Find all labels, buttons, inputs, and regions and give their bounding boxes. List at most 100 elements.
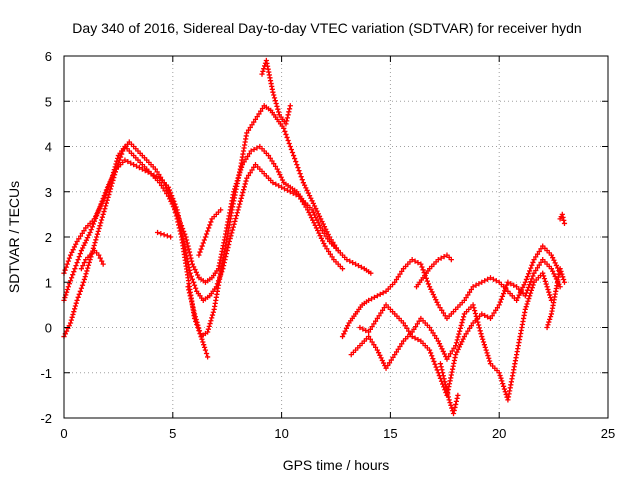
data-point (244, 130, 250, 136)
data-point (369, 323, 375, 330)
data-point (400, 320, 407, 326)
data-point (339, 333, 346, 340)
data-point (72, 303, 79, 309)
data-point (366, 333, 372, 340)
data-point (426, 347, 433, 353)
x-tick-label: 15 (383, 426, 397, 441)
data-point (265, 152, 272, 159)
data-point (500, 383, 507, 389)
data-point (101, 208, 107, 215)
data-point (453, 340, 460, 346)
data-point (270, 89, 276, 95)
data-point (201, 344, 208, 351)
data-point (196, 325, 202, 331)
data-point (286, 109, 292, 115)
data-point (199, 336, 205, 342)
data-point (287, 143, 293, 150)
data-point (489, 313, 495, 319)
data-point (530, 273, 536, 279)
y-tick-label: 1 (45, 275, 52, 290)
data-point (170, 201, 177, 207)
data-point (73, 241, 79, 247)
data-point (99, 214, 105, 220)
data-point (460, 314, 467, 320)
data-point (530, 259, 536, 266)
data-point (419, 264, 425, 270)
data-point (496, 302, 502, 308)
data-point (239, 192, 245, 199)
data-point (371, 342, 377, 348)
data-point (218, 207, 224, 213)
data-point (131, 162, 137, 168)
data-point (536, 262, 542, 268)
data-point (258, 108, 264, 114)
data-point (347, 258, 353, 264)
data-point (528, 287, 535, 293)
data-point (467, 325, 473, 332)
data-point (185, 243, 191, 249)
data-point (290, 152, 297, 159)
data-point (439, 307, 445, 313)
series-track-l (413, 252, 454, 290)
data-point (561, 217, 567, 224)
data-point (185, 284, 191, 290)
data-point (402, 323, 408, 329)
data-point (524, 273, 531, 280)
data-point (114, 163, 120, 169)
data-point (273, 181, 279, 187)
data-point (261, 66, 267, 72)
data-point (96, 252, 102, 258)
data-point (111, 172, 118, 178)
data-point (541, 276, 548, 282)
data-point (192, 266, 198, 273)
data-point (75, 257, 81, 263)
data-point (482, 278, 488, 284)
data-point (75, 294, 81, 300)
data-point (125, 158, 131, 165)
data-point (82, 273, 88, 280)
data-point (289, 149, 296, 156)
data-point (243, 178, 249, 184)
data-point (67, 320, 74, 326)
data-point (559, 211, 565, 217)
data-point (117, 154, 124, 160)
data-point (473, 313, 479, 319)
y-tick-label: 5 (45, 94, 52, 109)
data-point (62, 295, 68, 301)
data-point (243, 156, 249, 162)
data-point (234, 210, 240, 216)
data-point (92, 240, 98, 246)
data-point (371, 321, 377, 327)
data-point (205, 354, 211, 360)
data-point (453, 401, 459, 408)
data-point (468, 323, 474, 329)
data-point (544, 324, 550, 331)
data-point (208, 219, 214, 225)
data-point (229, 230, 235, 236)
data-point (248, 148, 254, 154)
data-point (500, 381, 506, 387)
data-point (281, 125, 287, 131)
data-point (65, 284, 71, 290)
data-point (273, 100, 279, 107)
data-point (448, 257, 454, 263)
data-point (428, 327, 434, 333)
data-point (267, 155, 273, 161)
data-point (293, 158, 299, 165)
data-point (439, 367, 445, 373)
data-point (274, 166, 280, 172)
data-point (440, 370, 446, 376)
data-point (388, 357, 394, 363)
data-point (72, 306, 78, 312)
data-point (142, 168, 148, 174)
data-point (231, 221, 237, 227)
data-point (479, 311, 485, 317)
data-point (251, 119, 257, 125)
data-point (94, 212, 100, 219)
data-point (93, 237, 99, 243)
data-point (209, 312, 216, 318)
data-point (197, 249, 203, 255)
series-track-c (61, 103, 341, 340)
data-point (357, 324, 363, 331)
data-point (531, 270, 537, 276)
